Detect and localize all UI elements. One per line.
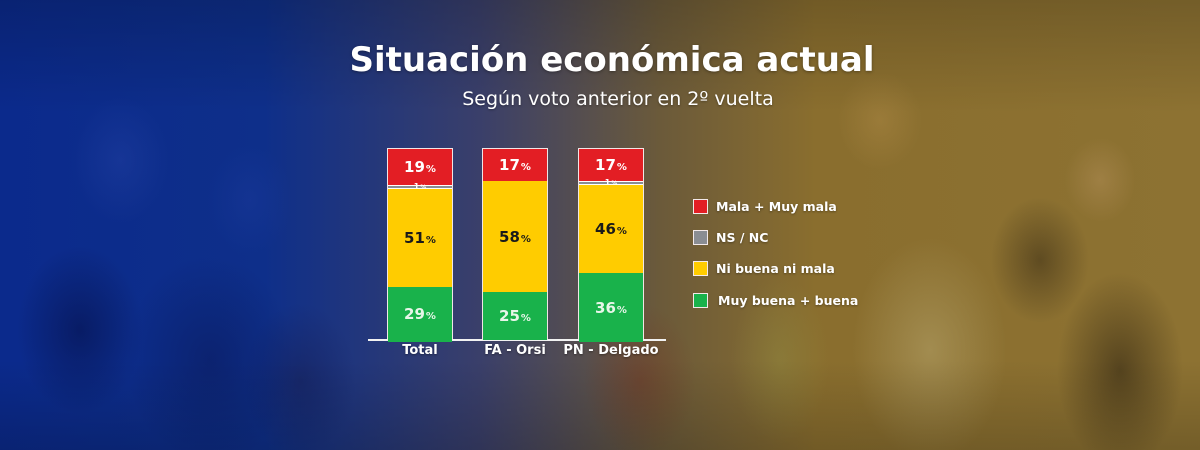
- data-label-value: 25: [499, 307, 520, 326]
- bar-segment-nsnc: 1%: [388, 183, 452, 191]
- data-label-percent: %: [611, 180, 618, 188]
- legend-swatch: [693, 260, 708, 276]
- data-label-percent: %: [520, 162, 531, 174]
- chart-subtitle: Según voto anterior en 2º vuelta: [462, 88, 774, 110]
- data-label-value: 1: [604, 178, 611, 188]
- data-label: 36%: [595, 299, 627, 317]
- bar-segment-buena: 25%: [483, 292, 547, 340]
- legend-item-ni: Ni buena ni mala: [693, 258, 835, 278]
- bar-total: 19% 1% 51% 29%: [387, 148, 453, 343]
- data-label-value: 17: [499, 156, 520, 175]
- bar-pn-delgado: 17% 1% 46% 36%: [578, 148, 644, 343]
- legend-swatch: [693, 198, 708, 214]
- legend-label: Muy buena + buena: [718, 292, 859, 308]
- data-label: 17%: [499, 156, 531, 174]
- bar-segment-mala: 19%: [388, 149, 452, 186]
- legend-label: Ni buena ni mala: [716, 260, 835, 276]
- chart-title: Situación económica actual: [349, 40, 875, 80]
- data-label: 51%: [404, 229, 436, 247]
- data-label-percent: %: [425, 311, 436, 323]
- data-label-value: 51: [404, 228, 425, 247]
- bar-segment-nsnc: 1%: [579, 179, 643, 187]
- legend-label: Mala + Muy mala: [716, 198, 837, 214]
- legend-item-buena: Muy buena + buena: [693, 290, 858, 310]
- data-label: 58%: [499, 228, 531, 246]
- data-label-value: 17: [595, 156, 616, 175]
- bar-segment-buena: 29%: [388, 286, 452, 343]
- bar-segment-mala: 17%: [483, 149, 547, 182]
- data-label: 25%: [499, 307, 531, 325]
- data-label-percent: %: [425, 164, 436, 176]
- data-label: 19%: [404, 158, 436, 176]
- x-tick-label: Total: [402, 343, 438, 358]
- bar-segment-ni: 46%: [579, 185, 643, 274]
- data-label-percent: %: [616, 226, 627, 238]
- data-label-percent: %: [425, 234, 436, 246]
- bar-segment-buena: 36%: [579, 273, 643, 343]
- data-label-value: 46: [595, 220, 616, 239]
- data-label-value: 36: [595, 298, 616, 317]
- data-label-percent: %: [420, 184, 427, 192]
- legend-label: NS / NC: [716, 229, 769, 245]
- data-label: 17%: [595, 156, 627, 174]
- bar-segment-ni: 51%: [388, 189, 452, 287]
- data-label-value: 1: [413, 182, 420, 192]
- legend-swatch: [693, 229, 708, 245]
- data-label-percent: %: [616, 304, 627, 316]
- x-axis-baseline: [368, 339, 666, 341]
- data-label-value: 58: [499, 227, 520, 246]
- bar-fa-orsi: 17% 58% 25%: [482, 148, 548, 340]
- data-label: 1%: [388, 183, 452, 191]
- data-label-percent: %: [616, 162, 627, 174]
- data-label: 1%: [579, 179, 643, 187]
- legend-item-nsnc: NS / NC: [693, 227, 768, 247]
- data-label: 46%: [595, 220, 627, 238]
- stacked-bar-chart: 19% 1% 51% 29% Total 17% 58% 25% FA - Orsi 17% 1% 4…: [368, 148, 668, 358]
- legend-swatch: [693, 292, 708, 308]
- data-label-value: 29: [404, 305, 425, 324]
- data-label: 29%: [404, 305, 436, 323]
- x-tick-label: FA - Orsi: [484, 343, 546, 358]
- data-label-percent: %: [520, 313, 531, 325]
- bar-segment-ni: 58%: [483, 181, 547, 293]
- legend-item-mala: Mala + Muy mala: [693, 196, 837, 216]
- bar-segment-mala: 17%: [579, 149, 643, 182]
- x-tick-label: PN - Delgado: [563, 343, 659, 358]
- data-label-value: 19: [404, 158, 425, 177]
- data-label-percent: %: [520, 233, 531, 245]
